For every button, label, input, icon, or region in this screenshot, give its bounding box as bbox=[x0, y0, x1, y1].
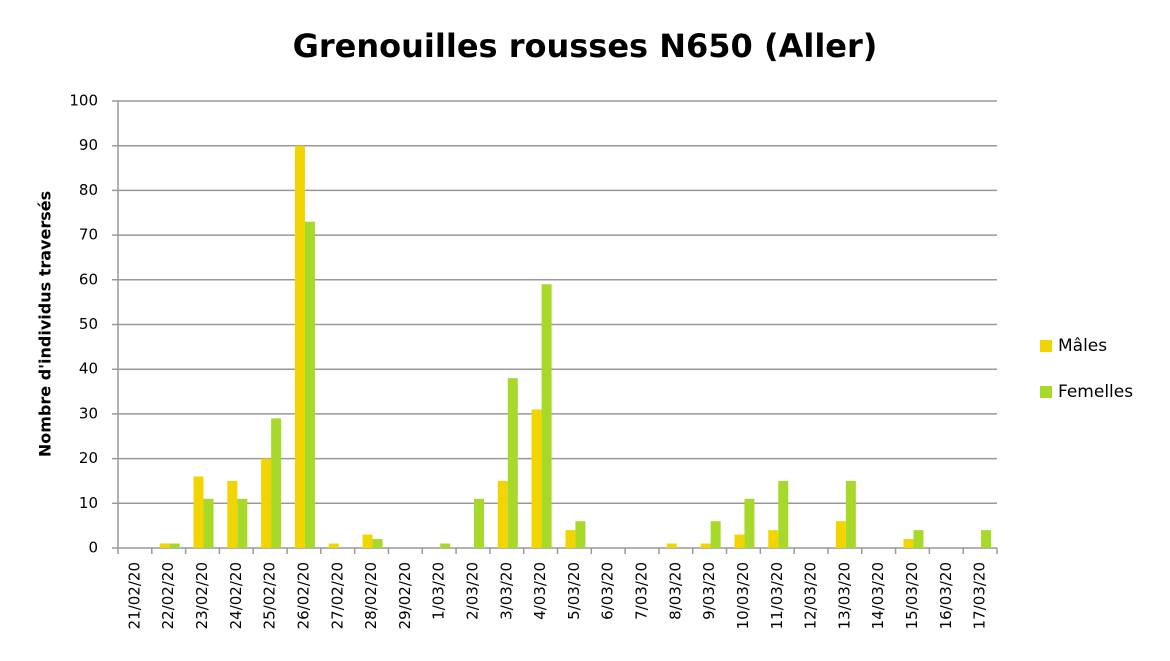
x-tick-label: 25/02/20 bbox=[261, 562, 279, 629]
bar bbox=[362, 534, 373, 548]
x-tick-label: 28/02/20 bbox=[362, 562, 380, 629]
x-tick-label: 21/02/20 bbox=[125, 562, 143, 629]
bar bbox=[227, 480, 238, 548]
bar bbox=[744, 498, 755, 548]
bar bbox=[203, 498, 214, 548]
x-tick-label: 7/03/20 bbox=[633, 562, 651, 620]
y-tick-label: 40 bbox=[79, 360, 98, 378]
bar bbox=[328, 543, 339, 548]
bar bbox=[700, 543, 711, 548]
y-tick-label: 0 bbox=[88, 539, 98, 557]
legend-label: Femelles bbox=[1058, 382, 1133, 402]
bar bbox=[541, 284, 552, 548]
bar bbox=[294, 145, 305, 548]
bar bbox=[666, 543, 677, 548]
bar bbox=[271, 418, 282, 548]
x-tick-label: 23/02/20 bbox=[193, 562, 211, 629]
bar bbox=[169, 543, 180, 548]
bar bbox=[710, 521, 721, 548]
bar bbox=[440, 543, 451, 548]
chart-title: Grenouilles rousses N650 (Aller) bbox=[293, 27, 878, 65]
x-tick-label: 9/03/20 bbox=[700, 562, 718, 620]
x-tick-label: 10/03/20 bbox=[734, 562, 752, 629]
bar bbox=[507, 378, 518, 548]
bar bbox=[845, 480, 856, 548]
x-tick-label: 27/02/20 bbox=[328, 562, 346, 629]
x-tick-label: 29/02/20 bbox=[396, 562, 414, 629]
x-tick-label: 5/03/20 bbox=[565, 562, 583, 620]
bar bbox=[237, 498, 248, 548]
y-tick-label: 30 bbox=[79, 404, 98, 422]
bar bbox=[903, 539, 914, 548]
x-tick-label: 6/03/20 bbox=[599, 562, 617, 620]
y-axis-label: Nombre d'individus traversés bbox=[36, 191, 55, 457]
x-tick-label: 1/03/20 bbox=[430, 562, 448, 620]
bar bbox=[778, 480, 789, 548]
legend-swatch bbox=[1040, 340, 1052, 352]
bar bbox=[835, 521, 846, 548]
bar bbox=[497, 480, 508, 548]
bar bbox=[913, 530, 924, 548]
bar bbox=[575, 521, 586, 548]
y-tick-label: 70 bbox=[79, 226, 98, 244]
bar bbox=[981, 530, 992, 548]
x-tick-label: 11/03/20 bbox=[768, 562, 786, 629]
x-tick-label: 15/03/20 bbox=[903, 562, 921, 629]
x-tick-label: 24/02/20 bbox=[227, 562, 245, 629]
bar bbox=[531, 409, 542, 548]
x-tick-label: 22/02/20 bbox=[159, 562, 177, 629]
bar bbox=[768, 530, 779, 548]
x-tick-label: 17/03/20 bbox=[971, 562, 989, 629]
y-tick-label: 60 bbox=[79, 270, 98, 288]
bar bbox=[193, 476, 204, 548]
bar bbox=[734, 534, 745, 548]
bar bbox=[304, 221, 315, 548]
y-tick-label: 90 bbox=[79, 136, 98, 154]
bar bbox=[261, 458, 272, 548]
legend-label: Mâles bbox=[1058, 336, 1107, 356]
y-tick-label: 100 bbox=[69, 92, 98, 110]
x-tick-label: 13/03/20 bbox=[835, 562, 853, 629]
x-tick-label: 8/03/20 bbox=[666, 562, 684, 620]
bar bbox=[159, 543, 170, 548]
y-tick-label: 10 bbox=[79, 494, 98, 512]
x-tick-label: 3/03/20 bbox=[497, 562, 515, 620]
x-tick-label: 2/03/20 bbox=[463, 562, 481, 620]
bar bbox=[473, 498, 484, 548]
x-tick-label: 4/03/20 bbox=[531, 562, 549, 620]
y-tick-label: 20 bbox=[79, 449, 98, 467]
x-tick-label: 12/03/20 bbox=[802, 562, 820, 629]
bar bbox=[565, 530, 576, 548]
y-tick-label: 80 bbox=[79, 181, 98, 199]
x-tick-label: 26/02/20 bbox=[294, 562, 312, 629]
x-tick-label: 14/03/20 bbox=[869, 562, 887, 629]
bar bbox=[372, 539, 383, 548]
legend-swatch bbox=[1040, 386, 1052, 398]
x-tick-label: 16/03/20 bbox=[937, 562, 955, 629]
y-tick-label: 50 bbox=[79, 315, 98, 333]
